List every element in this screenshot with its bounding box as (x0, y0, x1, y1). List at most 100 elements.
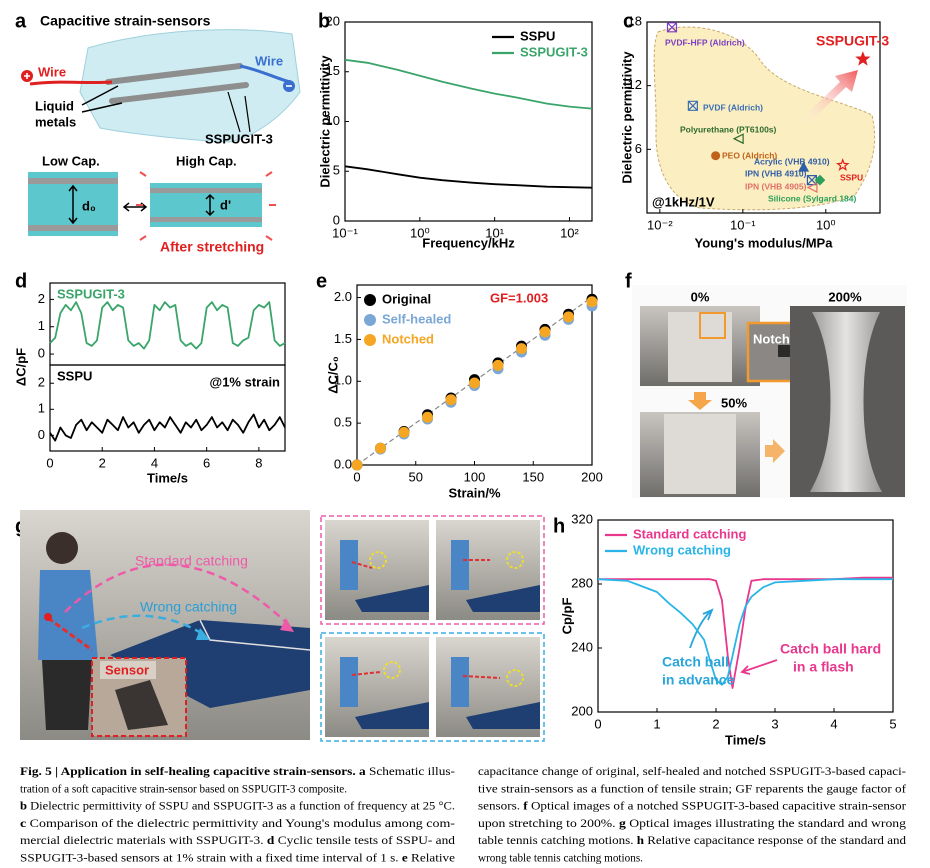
material-region (653, 26, 876, 211)
specimen (810, 312, 882, 492)
state-label: High Cap. (176, 153, 237, 168)
legend-label: Notched (382, 331, 434, 346)
y-tick-label: 320 (571, 511, 593, 526)
caption-line: c Comparison of the dielectric permittiv… (20, 817, 455, 829)
panel-label: b (318, 10, 330, 32)
state-label: Low Cap. (42, 153, 100, 168)
legend-label: SSPU (57, 368, 92, 383)
schematic: a Capacitive strain-sensors Wire Wire Li… (15, 10, 301, 255)
caption-text: sensors. (478, 800, 523, 812)
point-label: PVDF (Aldrich) (703, 102, 763, 112)
x-axis-label: Time/s (147, 470, 188, 485)
y-axis-label: ΔC/pF (13, 348, 28, 386)
annotation: GF=1.003 (490, 290, 548, 305)
marker (516, 343, 527, 355)
caption-text: Schematic illus- (366, 766, 456, 778)
y-axis-label: Dielectric permittivity (619, 51, 634, 184)
legend-label: SSPUGIT-3 (520, 44, 588, 59)
x-tick-label: 4 (830, 716, 837, 731)
x-axis-label: Young's modulus/MPa (695, 235, 834, 250)
x-tick-label: 0 (46, 455, 53, 470)
arrow (765, 439, 785, 463)
caption-text: SSPUGIT-3-based sensors at 1% strain wit… (20, 852, 402, 864)
schematic-title: Capacitive strain-sensors (40, 13, 211, 29)
table (355, 585, 540, 729)
marker (422, 411, 433, 423)
caption-bold: Fig. 5 | Application in self-healing cap… (20, 766, 366, 778)
legend-label: SSPUGIT-3 (57, 286, 125, 301)
y-tick-label: 280 (571, 575, 593, 590)
annotation-arrow (740, 659, 778, 675)
x-tick-label: 50 (409, 469, 423, 484)
caption-bold: c (20, 817, 26, 829)
caption-text: upon stretching to 200%. (478, 817, 619, 829)
plot-frame (597, 519, 894, 713)
point-label: PEO (Aldrich) (722, 150, 777, 160)
x-tick-label: 2 (712, 716, 719, 731)
caption-line: SSPUGIT-3-based sensors at 1% strain wit… (20, 852, 455, 864)
point-label: SSPUGIT-3 (816, 33, 889, 49)
electrode (28, 178, 118, 184)
x-axis-label: Time/s (725, 732, 766, 747)
caption-text: Relative capacitance response of the sta… (644, 835, 907, 847)
strain-label: 0% (691, 289, 710, 304)
marker (586, 296, 598, 308)
x-axis-label: Strain/% (448, 485, 500, 500)
y-tick-label: 1 (38, 401, 45, 416)
x-tick-label: 10⁻¹ (332, 225, 358, 240)
frame (320, 515, 545, 625)
marker (732, 133, 744, 145)
point-label: IPN (VHB 4910) (745, 168, 807, 178)
data-line (344, 58, 593, 110)
trajectory-label: Wrong catching (140, 599, 237, 615)
gap-arrow (68, 184, 78, 225)
plot-frame (646, 21, 881, 214)
x-tick-label: 100 (464, 469, 486, 484)
gap-arrow (205, 193, 215, 217)
wire (29, 80, 113, 86)
person (42, 660, 92, 730)
marker (398, 426, 410, 438)
specimen (664, 414, 736, 494)
ball-marker (506, 669, 524, 687)
y-tick-label: 0 (38, 427, 45, 442)
caption-text: mercial dielectric materials with SSPUGI… (20, 835, 267, 847)
pointer (227, 91, 251, 133)
ball-marker (369, 551, 387, 569)
marker (563, 311, 574, 323)
caption-bold: d (267, 835, 275, 847)
point-label: SSPU (840, 172, 863, 182)
caption-text: wrong table tennis catching motions. (478, 852, 643, 864)
sensor (115, 680, 168, 730)
marker (814, 174, 826, 186)
y-axis-label: ΔC/C₀ (325, 356, 340, 394)
legend-label: Original (382, 291, 431, 306)
legend-swatch (364, 294, 376, 306)
caption-line: tive strain-sensors as a function of ten… (478, 783, 906, 795)
x-tick-label: 0 (594, 716, 601, 731)
caption-line: capacitance change of original, self-hea… (478, 766, 906, 778)
trajectory-label: Standard catching (135, 553, 248, 569)
marker (711, 151, 721, 161)
wire-label: Wire (38, 64, 66, 79)
point-label: PVDF-HFP (Aldrich) (665, 37, 745, 47)
person (46, 532, 78, 564)
sensor-dot (44, 613, 52, 621)
y-tick-label: 18 (628, 13, 642, 28)
x-tick-label: 10⁻¹ (730, 217, 756, 232)
arrowhead (196, 628, 210, 640)
notch-box (699, 312, 726, 339)
caption-line: wrong table tennis catching motions. (478, 852, 643, 864)
wrong-trajectory (81, 614, 207, 638)
caption-line: mercial dielectric materials with SSPUGI… (20, 835, 455, 847)
x-tick-label: 1 (653, 716, 660, 731)
notch (778, 345, 792, 357)
caption-text: tive strain-sensors as a function of ten… (478, 783, 906, 795)
y-tick-label: 240 (571, 639, 593, 654)
y-tick-label: 1 (38, 318, 45, 333)
x-tick-label: 0 (353, 469, 360, 484)
electrode (28, 225, 118, 231)
y-tick-label: 6 (635, 141, 642, 156)
x-tick-label: 4 (151, 455, 158, 470)
